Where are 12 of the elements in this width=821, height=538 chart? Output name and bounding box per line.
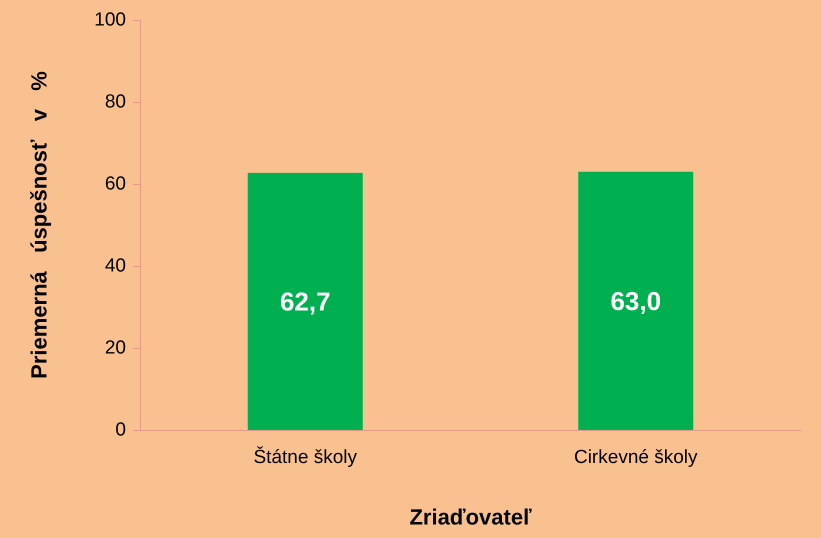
y-tick-label: 100	[94, 10, 126, 30]
data-label: 63,0	[610, 286, 662, 316]
x-axis-title: Zriaďovateľ	[409, 504, 532, 530]
x-tick-label: Štátne školy	[254, 446, 358, 468]
data-label: 62,7	[280, 286, 331, 316]
y-axis-title: Priemerná úspešnosť v %	[26, 71, 52, 379]
y-tick-label: 40	[104, 256, 126, 276]
y-tick-label: 80	[104, 92, 126, 112]
x-tick-label: Cirkevné školy	[574, 447, 698, 468]
y-tick-label: 60	[104, 174, 126, 194]
y-tick-label: 0	[115, 420, 126, 440]
y-tick-label: 20	[104, 338, 126, 358]
